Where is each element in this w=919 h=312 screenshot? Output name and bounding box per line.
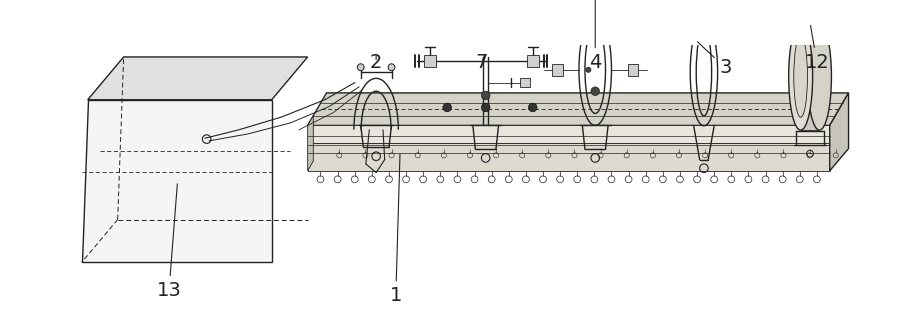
Ellipse shape bbox=[807, 23, 831, 130]
Polygon shape bbox=[693, 14, 713, 21]
Text: 4: 4 bbox=[588, 0, 601, 72]
Polygon shape bbox=[527, 55, 539, 67]
Text: 13: 13 bbox=[156, 184, 181, 300]
Polygon shape bbox=[561, 6, 571, 19]
Circle shape bbox=[442, 103, 451, 112]
Polygon shape bbox=[618, 6, 629, 19]
Polygon shape bbox=[87, 57, 307, 100]
Polygon shape bbox=[307, 143, 829, 171]
Polygon shape bbox=[307, 116, 313, 171]
Text: 7: 7 bbox=[475, 53, 487, 72]
Text: 2: 2 bbox=[369, 53, 382, 72]
Circle shape bbox=[481, 91, 490, 100]
Polygon shape bbox=[82, 100, 271, 262]
Ellipse shape bbox=[793, 36, 807, 117]
Circle shape bbox=[528, 103, 537, 112]
Circle shape bbox=[481, 103, 490, 112]
Polygon shape bbox=[800, 24, 819, 130]
Ellipse shape bbox=[788, 23, 811, 130]
Polygon shape bbox=[829, 93, 847, 171]
Polygon shape bbox=[424, 55, 436, 67]
Polygon shape bbox=[627, 64, 637, 76]
Polygon shape bbox=[307, 125, 829, 143]
Circle shape bbox=[388, 64, 394, 71]
Circle shape bbox=[590, 87, 599, 95]
Polygon shape bbox=[551, 64, 562, 76]
Text: 12: 12 bbox=[803, 26, 828, 72]
Circle shape bbox=[357, 64, 364, 71]
Text: 1: 1 bbox=[390, 154, 402, 305]
Circle shape bbox=[585, 67, 590, 72]
Polygon shape bbox=[519, 78, 529, 87]
Polygon shape bbox=[307, 93, 847, 125]
Text: 3: 3 bbox=[697, 42, 731, 77]
